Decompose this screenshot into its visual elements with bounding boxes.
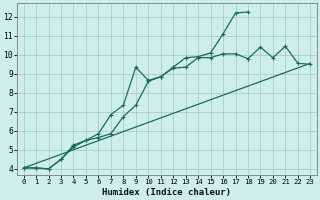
X-axis label: Humidex (Indice chaleur): Humidex (Indice chaleur) bbox=[102, 188, 231, 197]
